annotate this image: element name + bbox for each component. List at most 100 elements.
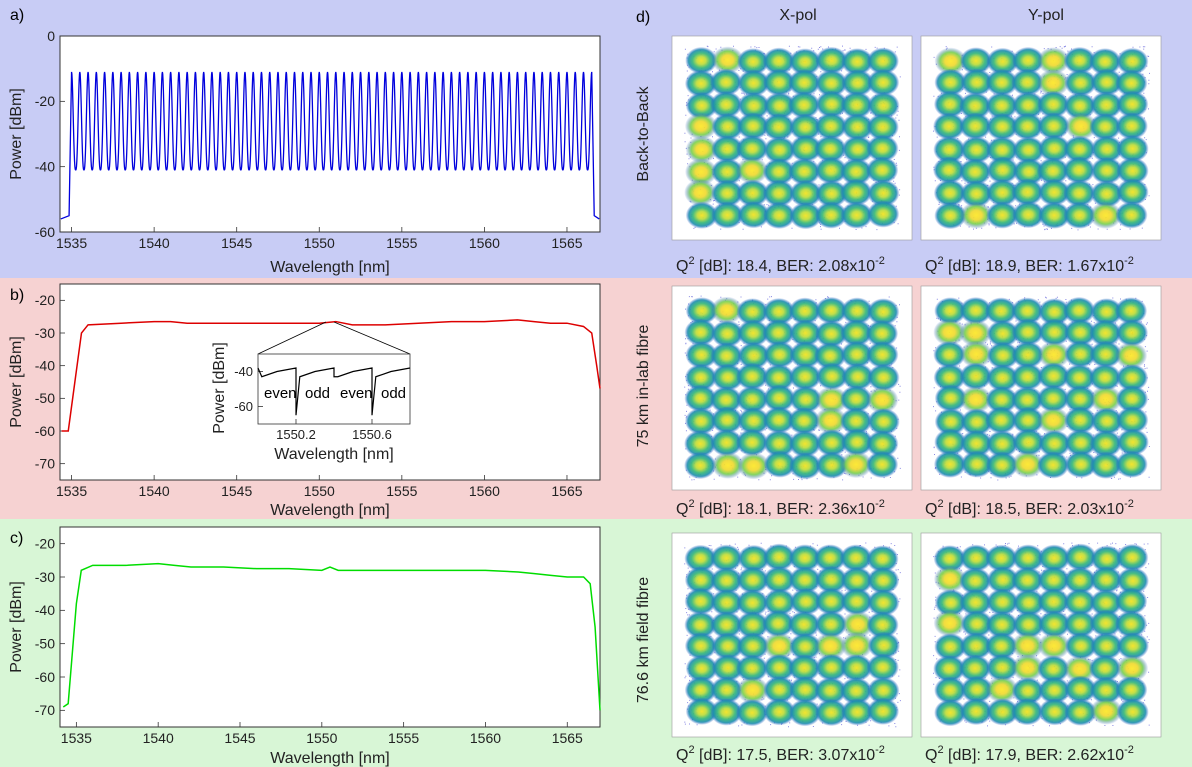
constellation-symbol	[1011, 341, 1044, 369]
inset-annotation: even	[340, 385, 373, 402]
constellation-symbol	[960, 136, 993, 164]
constellation-symbol	[1089, 340, 1122, 368]
x-tick-label: 1545	[221, 235, 252, 251]
constellation-symbol	[839, 450, 873, 479]
constellation-symbol	[814, 406, 848, 435]
constellation-symbol	[866, 113, 899, 141]
constellation-symbol	[959, 385, 993, 414]
constellation-symbol	[815, 296, 848, 325]
constellation-symbol	[960, 429, 993, 458]
panel-c-plot-area	[59, 526, 601, 728]
constellation-symbol	[1089, 113, 1122, 141]
constellation-symbol	[1038, 318, 1071, 346]
x-tick-label: 1560	[469, 483, 500, 499]
constellation-symbol	[1011, 386, 1044, 414]
constellation-symbol	[1011, 297, 1044, 325]
constellation-symbol	[867, 200, 900, 228]
constellation-symbol	[815, 653, 848, 682]
constellation-symbol	[762, 158, 796, 186]
constellation-symbol	[934, 202, 967, 230]
constellation-symbol	[711, 363, 744, 391]
constellation-symbol	[866, 545, 899, 573]
constellation-symbol	[1088, 654, 1122, 682]
constellation-symbol	[815, 180, 848, 208]
panel-b-spectrum: b) 1535 1540 1545 1550 1555 1560 1565 -20 -30 -40…	[8, 283, 601, 519]
constellation-symbol	[1114, 297, 1148, 325]
constellation-symbol	[933, 609, 966, 637]
constellation-symbol	[684, 363, 718, 392]
constellation-symbol	[1012, 91, 1045, 119]
constellation-symbol	[986, 156, 1019, 184]
constellation-symbol	[789, 319, 822, 347]
constellation-symbol	[737, 201, 770, 229]
constellation-symbol	[710, 342, 743, 370]
constellation-symbol	[1064, 429, 1097, 457]
constellation-symbol	[840, 158, 873, 186]
inset-annotation: odd	[381, 385, 406, 402]
constellation-plot	[920, 532, 1162, 738]
constellation-symbol	[985, 611, 1019, 639]
constellation-symbol	[685, 46, 718, 75]
constellation-symbol	[1116, 698, 1149, 726]
constellation-symbol	[684, 69, 718, 98]
x-tick-label: 1550	[304, 235, 335, 251]
panel-c-label: c)	[10, 530, 23, 547]
y-tick-label: -20	[35, 292, 55, 308]
constellation-symbol	[1115, 676, 1148, 704]
constellation-symbol	[737, 112, 770, 140]
constellation-symbol	[960, 201, 993, 229]
constellation-symbol	[933, 90, 967, 118]
constellation-symbol	[958, 654, 992, 682]
constellation-symbol	[986, 179, 1019, 207]
constellation-symbol	[737, 452, 770, 480]
constellation-symbol	[1115, 450, 1148, 478]
constellation-symbol	[1037, 655, 1070, 683]
constellation-symbol	[1089, 609, 1122, 637]
constellation-symbol	[1064, 610, 1097, 638]
constellation-symbol	[711, 406, 744, 434]
constellation-symbol	[763, 588, 796, 616]
constellation-symbol	[1063, 296, 1096, 325]
constellation-symbol	[934, 384, 967, 412]
constellation-symbol	[762, 609, 795, 638]
constellation-symbol	[985, 632, 1018, 660]
constellation-symbol	[710, 698, 743, 726]
constellation-symbol	[1037, 588, 1070, 616]
constellation-symbol	[1090, 180, 1123, 208]
constellation-symbol	[1064, 318, 1097, 346]
constellation-symbol	[762, 179, 796, 207]
x-tick-label: 1535	[56, 235, 87, 251]
caption-row1-ypol: Q2 [dB]: 18.9, BER: 1.67x10-2	[925, 255, 1134, 275]
x-axis-label: Wavelength [nm]	[270, 750, 389, 767]
constellation-symbol	[1011, 698, 1044, 726]
constellation-symbol	[867, 363, 900, 392]
panel-b-label: b)	[10, 287, 24, 304]
constellation-symbol	[1116, 567, 1149, 595]
constellation-symbol	[1037, 341, 1071, 369]
constellation-symbol	[1012, 589, 1045, 617]
x-tick-label: 1555	[386, 235, 417, 251]
constellation-symbol	[1012, 544, 1045, 572]
constellation-symbol	[684, 407, 718, 435]
x-tick-label: 1565	[551, 483, 582, 499]
constellation-symbol	[1037, 362, 1070, 390]
constellation-symbol	[789, 676, 822, 704]
constellation-symbol	[1037, 406, 1070, 434]
constellation-symbol	[986, 430, 1019, 458]
constellation-symbol	[933, 341, 966, 369]
constellation-symbol	[1012, 610, 1045, 639]
constellation-symbol	[762, 298, 796, 326]
constellation-symbol	[840, 566, 874, 595]
constellation-symbol	[737, 342, 770, 370]
constellation-symbol	[934, 676, 967, 704]
constellation-symbol	[1089, 385, 1122, 413]
constellation-symbol	[839, 544, 873, 572]
inset-annotation: odd	[305, 385, 330, 402]
constellation-symbol	[685, 158, 718, 186]
constellation-symbol	[815, 156, 848, 184]
caption-row3-xpol: Q2 [dB]: 17.5, BER: 3.07x10-2	[676, 744, 885, 764]
constellation-symbol	[1011, 677, 1044, 705]
constellation-symbol	[736, 654, 769, 682]
constellation-symbol	[1063, 46, 1096, 75]
